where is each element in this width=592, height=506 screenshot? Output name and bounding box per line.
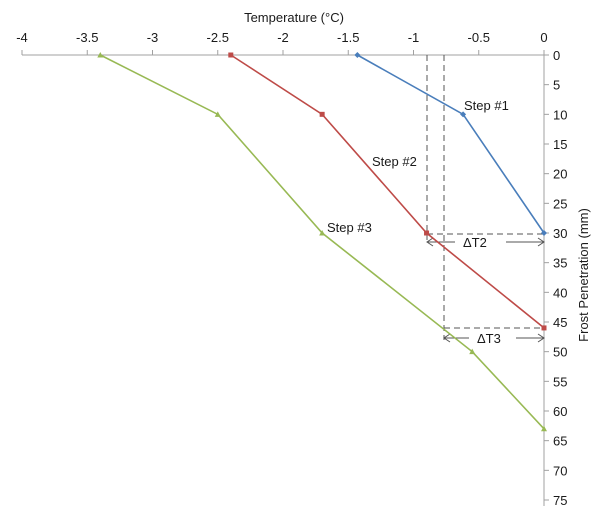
y-tick-label: 15 <box>553 137 567 152</box>
series-2-point <box>228 52 234 58</box>
delta-t3-arrowhead-right <box>537 333 545 343</box>
annotation-step-2: Step #2 <box>372 154 417 169</box>
series-1-line <box>356 54 545 234</box>
x-tick-label: -0.5 <box>468 30 490 45</box>
y-tick-label: 65 <box>553 434 567 449</box>
annotation-delta-t2: ΔT2 <box>463 235 487 250</box>
series-3-point <box>469 348 476 355</box>
x-tick-label: -2 <box>277 30 289 45</box>
series-3-point <box>214 111 221 117</box>
y-tick-label: 5 <box>553 78 560 93</box>
x-axis-title: Temperature (°C) <box>244 10 344 25</box>
series-2-point <box>424 230 430 236</box>
y-tick-label: 60 <box>553 404 567 419</box>
guide-lines <box>426 55 545 343</box>
y-tick-label: 55 <box>553 374 567 389</box>
x-tick-label: -4 <box>16 30 28 45</box>
y-tick-label: 40 <box>553 285 567 300</box>
y-tick-label: 75 <box>553 493 567 506</box>
x-tick-label: -3 <box>147 30 159 45</box>
x-tick-label: -3.5 <box>76 30 98 45</box>
y-tick-label: 45 <box>553 315 567 330</box>
delta-t2-arrowhead-left <box>426 237 434 247</box>
delta-t3-arrowhead-left <box>443 333 451 343</box>
y-tick-label: 30 <box>553 226 567 241</box>
series-3-point <box>541 425 547 432</box>
series-1-point <box>541 230 547 236</box>
y-tick-label: 0 <box>553 48 560 63</box>
y-tick-label: 10 <box>553 107 567 122</box>
series-2-line <box>230 54 545 329</box>
series-layer <box>97 52 547 432</box>
y-tick-label: 25 <box>553 196 567 211</box>
annotation-step-3: Step #3 <box>327 220 372 235</box>
annotation-step-1: Step #1 <box>464 98 509 113</box>
y-tick-label: 70 <box>553 463 567 478</box>
y-axis-title: Frost Penetration (mm) <box>576 208 591 342</box>
series-1-point <box>460 111 467 118</box>
x-tick-label: -2.5 <box>207 30 229 45</box>
x-tick-label: -1.5 <box>337 30 359 45</box>
y-axis-ticks: 0 5 10 15 20 25 30 35 40 45 50 55 60 65 70 75 <box>544 48 567 506</box>
delta-t2-arrowhead-right <box>537 237 545 247</box>
y-tick-label: 20 <box>553 167 567 182</box>
series-1-point <box>354 52 361 58</box>
x-tick-label: 0 <box>540 30 547 45</box>
series-3-point <box>319 230 326 236</box>
series-3-point <box>97 52 104 58</box>
y-tick-label: 35 <box>553 256 567 271</box>
x-tick-label: -1 <box>408 30 420 45</box>
x-axis-ticks: -4 -3.5 -3 -2.5 -2 -1.5 -1 -0.5 0 <box>16 30 548 55</box>
series-2-point <box>541 325 547 331</box>
y-tick-label: 50 <box>553 345 567 360</box>
series-2-point <box>319 111 325 117</box>
annotation-delta-t3: ΔT3 <box>477 331 501 346</box>
